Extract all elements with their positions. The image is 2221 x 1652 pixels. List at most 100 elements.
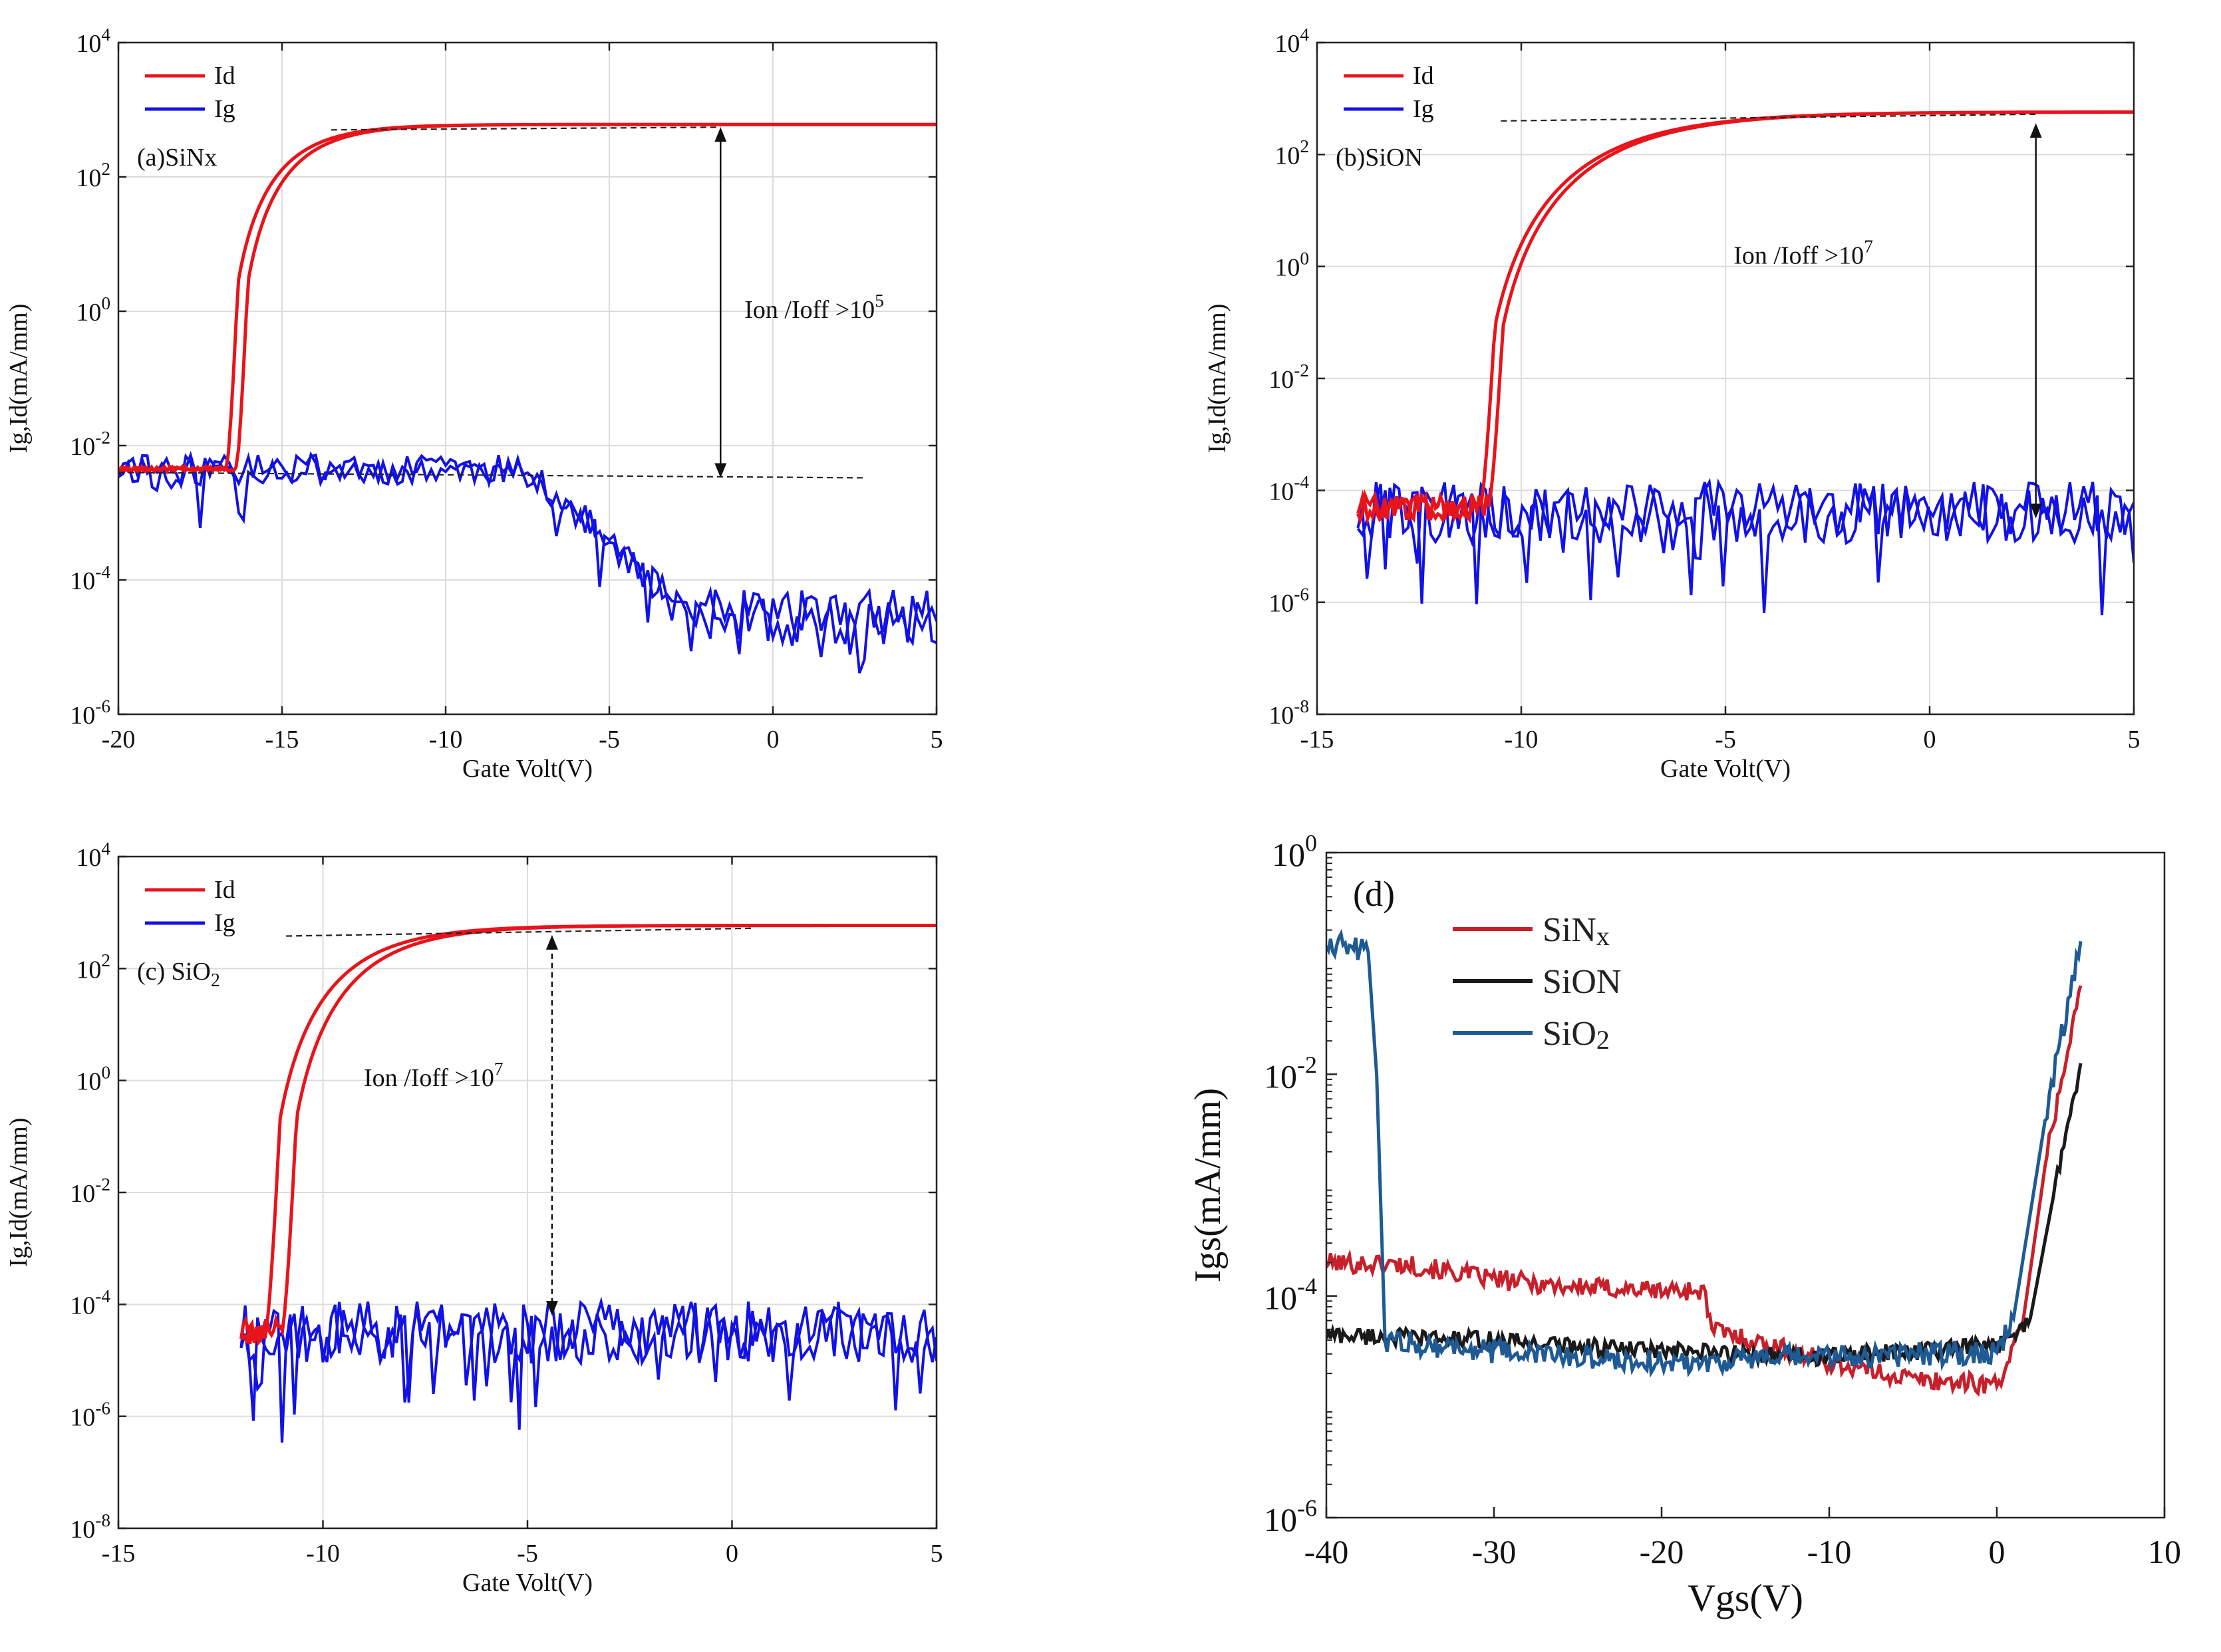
on-off-ratio-label: Ion /Ioff >107 (1733, 236, 1873, 269)
x-tick-label: -10 (429, 726, 463, 754)
legend-label-sion: SiON (1543, 963, 1621, 1001)
x-tick-label: -20 (1640, 1533, 1684, 1570)
y-axis-label: Ig,Id(mA/mm) (1203, 304, 1231, 454)
x-tick-label: -10 (1807, 1533, 1852, 1570)
y-tick-label: 104 (76, 839, 110, 872)
legend-label-ig: Ig (214, 95, 235, 123)
y-tick-label: 10-4 (1268, 472, 1309, 505)
arrow-head-down (2029, 503, 2042, 519)
x-tick-label: 10 (2148, 1533, 2181, 1570)
plot-series-group (1356, 110, 2134, 616)
x-tick-label: -5 (517, 1540, 538, 1568)
arrow-head-down (714, 463, 727, 478)
y-tick-label: 102 (76, 159, 110, 192)
y-tick-label: 10-4 (70, 1286, 110, 1319)
x-tick-label: 5 (931, 1540, 943, 1568)
y-tick-label: 10-2 (1264, 1051, 1317, 1095)
x-tick-label: 0 (1989, 1533, 2005, 1570)
dashed-reference-line (118, 472, 865, 479)
plot-series-group (239, 924, 937, 1443)
panel-label: (a)SiNx (137, 144, 217, 172)
series-sinx (1326, 985, 2083, 1397)
x-tick-label: -10 (306, 1540, 340, 1568)
y-tick-label: 10-4 (70, 562, 110, 595)
x-tick-label: -40 (1304, 1533, 1349, 1570)
arrow-head-up (714, 127, 727, 142)
x-tick-label: -15 (265, 726, 299, 754)
y-tick-label: 10-6 (1264, 1495, 1317, 1539)
ig-series-sweep-2 (118, 450, 937, 674)
legend-label-id: Id (214, 876, 235, 904)
y-tick-label: 10-6 (70, 1399, 110, 1432)
y-axis-label: Ig,Id(mA/mm) (5, 1118, 33, 1268)
ig-series-sweep-1 (1356, 478, 2134, 616)
y-tick-label: 10-6 (70, 696, 110, 730)
y-tick-label: 10-8 (70, 1510, 110, 1544)
y-tick-label: 100 (76, 1063, 110, 1096)
arrow-head-up (2029, 123, 2042, 138)
panel-label: (d) (1353, 874, 1395, 914)
legend-label-id: Id (214, 62, 235, 90)
x-tick-label: 0 (726, 1540, 738, 1568)
y-tick-label: 10-2 (70, 1174, 110, 1208)
y-tick-label: 102 (76, 950, 110, 984)
x-tick-label: 0 (767, 726, 780, 754)
y-tick-label: 10-2 (1268, 360, 1309, 394)
on-off-ratio-label: Ion /Ioff >107 (364, 1059, 504, 1092)
plot-series-group (118, 122, 937, 674)
y-axis-label: Ig,Id(mA/mm) (5, 304, 33, 454)
axes-frame (117, 41, 938, 716)
panel-a-sinx: Ion /Ioff >105 (a)SiNx Id Ig -20 -15 -10 -5 0 5 10… (5, 25, 943, 783)
x-tick-label: 5 (2128, 726, 2141, 754)
legend-label-ig: Ig (1413, 95, 1434, 123)
y-tick-label: 100 (76, 293, 110, 327)
x-tick-label: 0 (1924, 726, 1936, 754)
x-axis-label: Gate Volt(V) (1660, 755, 1791, 783)
arrow-head-down (545, 1301, 558, 1316)
plot-area (1326, 853, 2164, 1518)
arrow-head-up (545, 934, 558, 950)
x-tick-label: -15 (102, 1540, 136, 1568)
y-tick-label: 10-4 (1264, 1273, 1317, 1317)
x-axis-label: Vgs(V) (1688, 1576, 1803, 1619)
plot-series-group (1326, 928, 2083, 1397)
y-tick-label: 104 (76, 25, 110, 58)
id-series-sweep-2 (239, 924, 937, 1345)
y-tick-label: 100 (1272, 830, 1317, 874)
x-tick-label: -15 (1300, 726, 1334, 754)
x-tick-label: -10 (1505, 726, 1539, 754)
y-tick-label: 10-8 (1268, 696, 1309, 730)
x-tick-label: -30 (1472, 1533, 1517, 1570)
y-tick-label: 10-6 (1268, 585, 1309, 618)
x-tick-label: 5 (931, 726, 943, 754)
x-tick-label: -5 (1715, 726, 1736, 754)
y-tick-label: 102 (1274, 136, 1309, 170)
ig-series-sweep-1 (118, 451, 937, 658)
ig-series-sweep-1 (239, 1302, 937, 1443)
y-axis-label: Igs(mA/mm) (1187, 1088, 1229, 1282)
series-sio2 (1326, 928, 2083, 1378)
legend-label-ig: Ig (214, 909, 235, 937)
y-tick-label: 100 (1274, 249, 1309, 282)
axes-frame (1325, 851, 2166, 1519)
x-axis-label: Gate Volt(V) (462, 755, 593, 783)
panel-b-sion: Ion /Ioff >107 (b)SiON Id Ig -15 -10 -5 0 5 10-8 1… (1203, 25, 2141, 783)
panel-c-sio2: Ion /Ioff >107 (c) SiO2 Id Ig -15 -10 -5 0 5 10-8… (5, 839, 943, 1597)
dashed-reference-line (286, 927, 753, 937)
panel-label: (b)SiON (1336, 144, 1423, 172)
dashed-reference-line (331, 126, 721, 131)
y-tick-label: 104 (1274, 25, 1309, 58)
x-axis-label: Gate Volt(V) (462, 1569, 593, 1597)
on-off-ratio-label: Ion /Ioff >105 (744, 291, 884, 324)
id-series-sweep-2 (1356, 110, 2134, 525)
legend-label-id: Id (1413, 62, 1434, 90)
legend-label-sinx: SiNx (1543, 911, 1610, 951)
panel-label: (c) SiO2 (137, 958, 220, 991)
x-tick-label: -5 (599, 726, 620, 754)
y-tick-label: 10-2 (70, 428, 110, 461)
ig-series-sweep-2 (239, 1296, 937, 1421)
id-series-sweep-2 (118, 122, 937, 475)
x-tick-label: -20 (102, 726, 136, 754)
